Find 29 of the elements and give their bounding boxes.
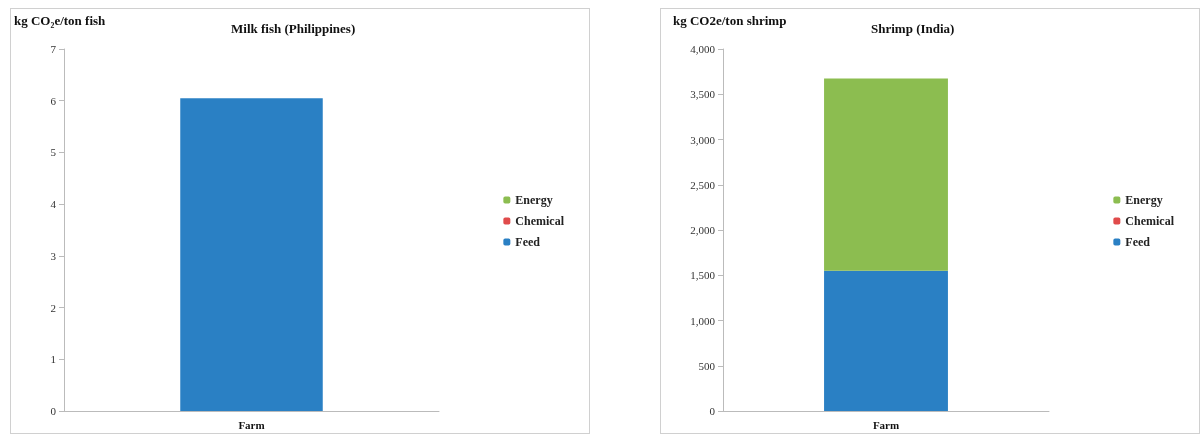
- y-tick-label: 3,000: [690, 133, 716, 146]
- y-tick-label: 2: [50, 301, 56, 314]
- y-tick-label: 6: [50, 94, 57, 107]
- y-axis-title: kg CO₂e/ton fish: [14, 13, 107, 28]
- y-tick-label: 4,000: [690, 43, 716, 55]
- legend-label: Chemical: [515, 214, 565, 228]
- legend-label: Energy: [1125, 193, 1163, 207]
- x-tick-label: Farm: [238, 418, 265, 431]
- y-tick-label: 3,500: [690, 88, 716, 101]
- chart-title: Milk fish (Philippines): [231, 21, 356, 36]
- y-axis-title: kg CO2e/ton shrimp: [673, 13, 787, 28]
- legend-label: Feed: [515, 235, 541, 249]
- y-tick-label: 2,000: [690, 224, 716, 236]
- x-tick-label: Farm: [872, 418, 900, 431]
- y-tick-label: 7: [50, 43, 57, 55]
- y-tick-label: 0: [50, 405, 57, 417]
- chart-title: Shrimp (India): [871, 21, 955, 36]
- legend-label: Energy: [515, 193, 553, 207]
- legend-label: Feed: [1125, 235, 1151, 249]
- y-tick-label: 3: [50, 249, 57, 262]
- y-tick-label: 500: [698, 359, 716, 372]
- y-tick-label: 1,000: [690, 314, 716, 327]
- y-tick-label: 2,500: [690, 178, 716, 191]
- y-tick-label: 5: [50, 146, 57, 159]
- y-tick-label: 4: [50, 198, 57, 211]
- legend-label: Chemical: [1125, 214, 1175, 228]
- y-tick-label: 1,500: [690, 269, 716, 282]
- y-tick-label: 0: [709, 405, 716, 417]
- y-tick-label: 1: [50, 353, 56, 366]
